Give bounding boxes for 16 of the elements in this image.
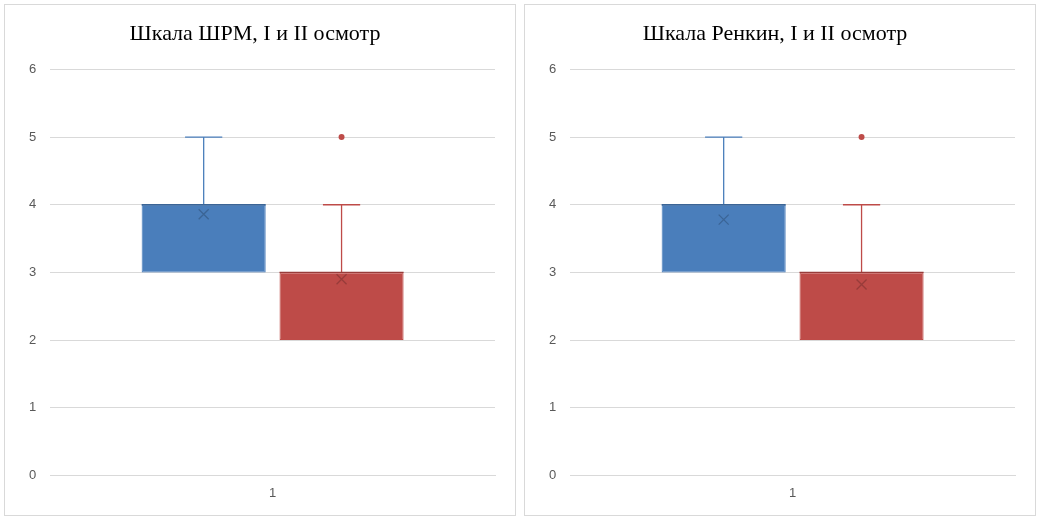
y-tick-label: 4	[549, 196, 557, 212]
y-tick-label: 1	[29, 399, 37, 415]
y-tick-label: 0	[549, 466, 557, 482]
y-tick-label: 2	[29, 331, 37, 347]
y-tick-label: 3	[549, 263, 557, 279]
y-tick-label: 4	[29, 196, 37, 212]
y-tick-label: 5	[549, 128, 557, 144]
chart-title: Шкала Ренкин, I и II осмотр	[642, 19, 908, 45]
y-tick-label: 1	[549, 399, 557, 415]
y-tick-label: 0	[29, 466, 37, 482]
chart-title: Шкала ШРМ, I и II осмотр	[129, 19, 381, 45]
y-tick-label: 3	[29, 263, 37, 279]
y-tick-label: 5	[29, 128, 37, 144]
y-tick-label: 2	[549, 331, 557, 347]
y-tick-label: 6	[549, 60, 557, 76]
y-tick-label: 6	[29, 60, 37, 76]
